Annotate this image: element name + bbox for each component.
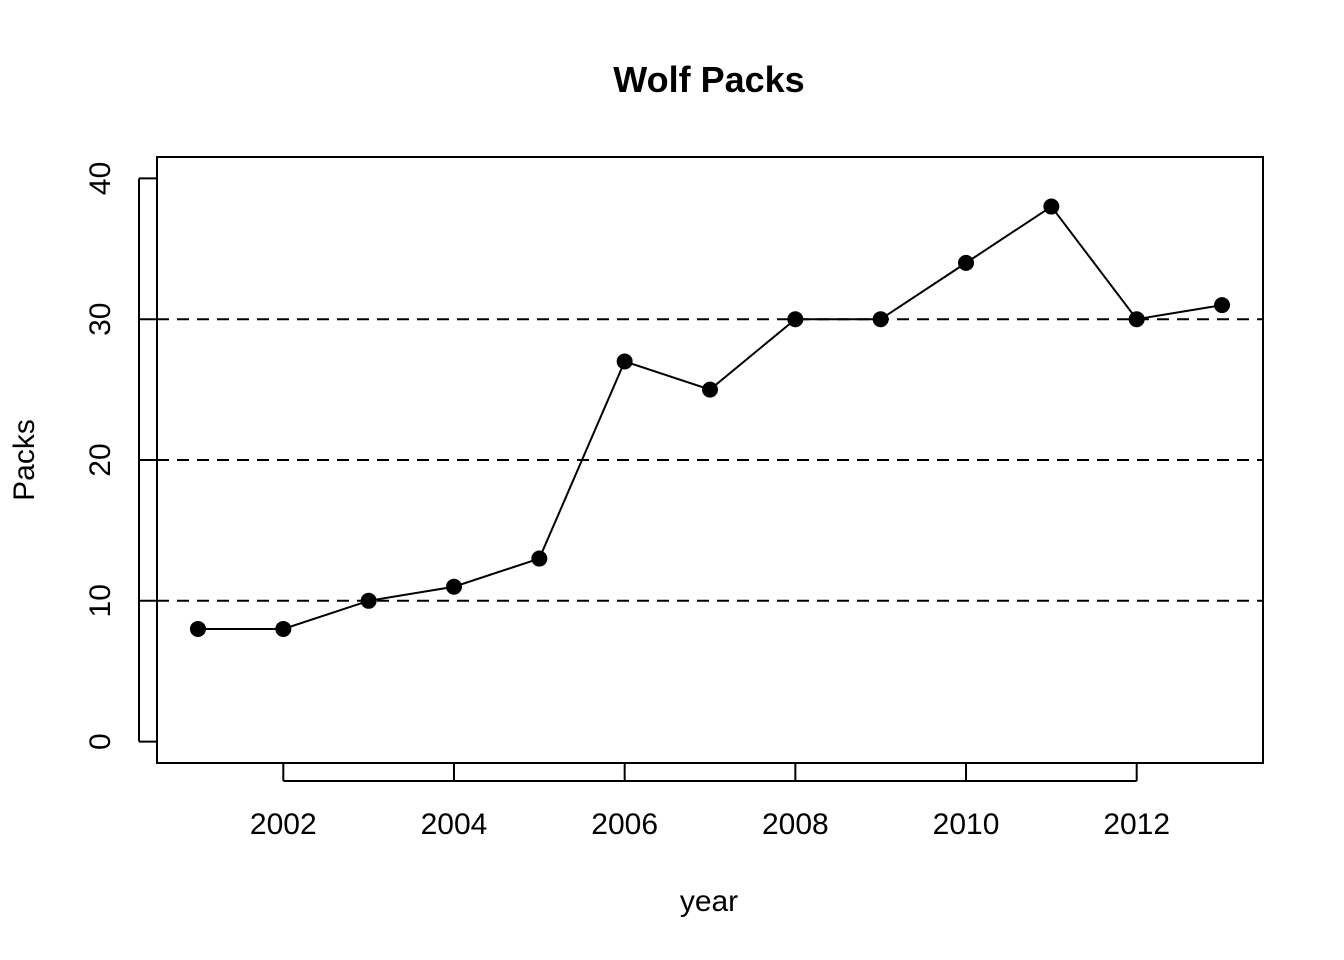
data-point: [531, 550, 548, 567]
x-tick-label: 2010: [933, 808, 1000, 841]
x-axis-label: year: [680, 885, 738, 918]
data-point: [275, 620, 292, 637]
data-point: [1214, 297, 1231, 314]
x-tick-label: 2002: [250, 808, 317, 841]
x-tick-label: 2004: [421, 808, 488, 841]
y-tick-label: 10: [84, 584, 117, 617]
y-tick-label: 30: [84, 303, 117, 336]
data-point: [1043, 198, 1060, 215]
chart-title: Wolf Packs: [613, 59, 804, 100]
data-point: [702, 381, 718, 398]
x-tick-label: 2012: [1103, 808, 1170, 841]
data-point: [872, 311, 889, 328]
data-point: [360, 592, 377, 609]
data-point: [787, 311, 804, 328]
x-tick-label: 2008: [762, 808, 829, 841]
data-point: [189, 620, 206, 637]
y-axis: 0 10 20 30 40: [84, 162, 157, 750]
y-tick-label: 20: [84, 443, 117, 476]
series-line: [197, 205, 1223, 630]
y-tick-label: 40: [84, 162, 117, 195]
data-point: [958, 254, 975, 271]
data-point: [445, 578, 462, 595]
data-point: [1128, 311, 1145, 328]
x-axis: 2002 2004 2006 2008 2010 2012: [250, 763, 1170, 841]
reference-lines: [157, 318, 1263, 602]
y-tick-label: 0: [84, 733, 117, 750]
x-tick-label: 2006: [591, 808, 658, 841]
y-axis-label: Packs: [8, 419, 41, 501]
series: [189, 198, 1231, 637]
data-point: [616, 353, 633, 370]
